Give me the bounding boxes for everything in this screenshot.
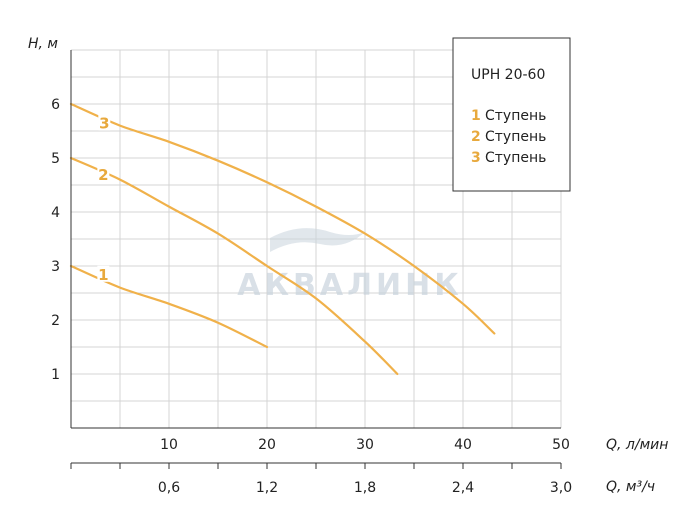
y-tick-label: 1 bbox=[51, 367, 60, 383]
x2-tick-label: 2,4 bbox=[452, 480, 474, 496]
x-tick-label: 40 bbox=[454, 437, 472, 453]
legend-item-number: 2 bbox=[471, 129, 481, 145]
x-tick-label: 20 bbox=[258, 437, 276, 453]
watermark-logo: АКВАЛИНК bbox=[237, 228, 462, 303]
curve-stage-2 bbox=[69, 156, 399, 376]
legend-title: UPH 20-60 bbox=[471, 67, 545, 83]
x-tick-label: 50 bbox=[552, 437, 570, 453]
x-tick-label: 30 bbox=[356, 437, 374, 453]
legend-box bbox=[452, 37, 571, 192]
legend-item-number: 1 bbox=[471, 108, 481, 124]
x2-tick-label: 3,0 bbox=[550, 480, 572, 496]
curve-label-background bbox=[97, 165, 110, 182]
x2-tick-label: 0,6 bbox=[158, 480, 180, 496]
x-tick-label: 10 bbox=[160, 437, 178, 453]
y-tick-label: 2 bbox=[51, 313, 60, 329]
x2-axis-title: Q, м³/ч bbox=[606, 479, 655, 495]
legend-item-label: Ступень bbox=[485, 150, 546, 166]
x2-tick-label: 1,8 bbox=[354, 480, 376, 496]
y-axis-title: H, м bbox=[28, 36, 58, 52]
curve-label-background bbox=[98, 114, 111, 131]
chart-axes: 1 2 3 4 5 6 10 20 30 40 50 0,6 1,2 1,8 2,4 3,0 bbox=[51, 50, 572, 496]
y-tick-label: 6 bbox=[51, 97, 60, 113]
legend-item-label: Ступень bbox=[485, 108, 546, 124]
y-tick-label: 3 bbox=[51, 259, 60, 275]
x2-tick-label: 1,2 bbox=[256, 480, 278, 496]
watermark-text: АКВАЛИНК bbox=[237, 268, 462, 303]
curve-label-2: 2 bbox=[98, 166, 108, 184]
y-tick-label: 5 bbox=[51, 151, 60, 167]
x-axis-title: Q, л/мин bbox=[606, 437, 668, 453]
watermark-wave-icon bbox=[270, 228, 365, 252]
curve-label-background bbox=[97, 265, 110, 282]
curve-label-1: 1 bbox=[98, 266, 108, 284]
legend-item-label: Ступень bbox=[485, 129, 546, 145]
chart-curves: 1 2 3 bbox=[69, 102, 496, 376]
curve-label-3: 3 bbox=[99, 115, 109, 133]
curve-stage-3 bbox=[69, 102, 496, 335]
y-tick-label: 4 bbox=[51, 205, 60, 221]
legend-item-number: 3 bbox=[471, 150, 481, 166]
